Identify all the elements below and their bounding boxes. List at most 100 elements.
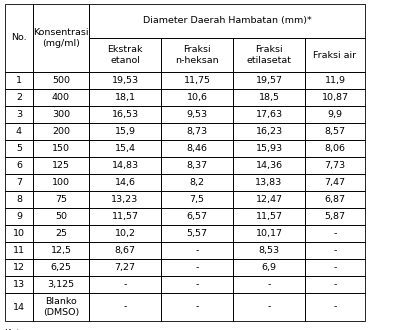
Bar — [89, 191, 161, 208]
Bar — [33, 293, 89, 321]
Text: 6,87: 6,87 — [324, 195, 346, 204]
Bar — [233, 106, 305, 123]
Bar — [89, 123, 161, 140]
Bar — [161, 293, 233, 321]
Bar — [233, 293, 305, 321]
Text: 18,5: 18,5 — [258, 93, 280, 102]
Bar — [33, 242, 89, 259]
Text: 200: 200 — [52, 127, 70, 136]
Text: 500: 500 — [52, 76, 70, 85]
Bar — [33, 72, 89, 89]
Text: 17,63: 17,63 — [256, 110, 282, 119]
Text: 6,9: 6,9 — [262, 263, 276, 272]
Text: 11: 11 — [13, 246, 25, 255]
Text: 5,87: 5,87 — [324, 212, 346, 221]
Text: -: - — [195, 263, 199, 272]
Bar — [5, 4, 33, 72]
Text: 15,9: 15,9 — [114, 127, 136, 136]
Text: 13,83: 13,83 — [255, 178, 283, 187]
Bar — [161, 174, 233, 191]
Text: 14,36: 14,36 — [256, 161, 282, 170]
Text: 9,9: 9,9 — [328, 110, 342, 119]
Bar — [233, 242, 305, 259]
Text: 10: 10 — [13, 229, 25, 238]
Bar — [5, 106, 33, 123]
Bar — [233, 225, 305, 242]
Bar — [5, 157, 33, 174]
Bar — [33, 225, 89, 242]
Text: -: - — [123, 280, 127, 289]
Text: 14: 14 — [13, 303, 25, 312]
Bar — [305, 259, 365, 276]
Text: Keterangan :: Keterangan : — [5, 329, 66, 330]
Text: -: - — [195, 280, 199, 289]
Text: 8,67: 8,67 — [114, 246, 136, 255]
Bar — [161, 123, 233, 140]
Bar — [33, 89, 89, 106]
Text: -: - — [195, 246, 199, 255]
Text: 7,73: 7,73 — [324, 161, 346, 170]
Bar — [33, 123, 89, 140]
Text: 5: 5 — [16, 144, 22, 153]
Bar — [89, 140, 161, 157]
Bar — [89, 259, 161, 276]
Bar — [89, 157, 161, 174]
Bar — [89, 174, 161, 191]
Text: 12: 12 — [13, 263, 25, 272]
Text: 7,5: 7,5 — [190, 195, 204, 204]
Bar — [305, 157, 365, 174]
Text: 6,57: 6,57 — [186, 212, 208, 221]
Text: 25: 25 — [55, 229, 67, 238]
Bar — [305, 140, 365, 157]
Bar — [33, 174, 89, 191]
Bar — [89, 276, 161, 293]
Bar — [161, 242, 233, 259]
Text: 100: 100 — [52, 178, 70, 187]
Bar — [89, 38, 161, 72]
Bar — [305, 72, 365, 89]
Text: 3: 3 — [16, 110, 22, 119]
Bar — [161, 208, 233, 225]
Text: 6,25: 6,25 — [50, 263, 72, 272]
Text: 12,5: 12,5 — [50, 246, 72, 255]
Bar — [161, 140, 233, 157]
Text: Fraksi
etilasetat: Fraksi etilasetat — [246, 45, 292, 65]
Bar — [5, 191, 33, 208]
Bar — [33, 140, 89, 157]
Bar — [233, 38, 305, 72]
Bar — [161, 106, 233, 123]
Bar — [89, 89, 161, 106]
Bar — [305, 174, 365, 191]
Text: 10,17: 10,17 — [256, 229, 282, 238]
Bar — [305, 191, 365, 208]
Text: 400: 400 — [52, 93, 70, 102]
Bar — [305, 123, 365, 140]
Text: 10,2: 10,2 — [114, 229, 136, 238]
Text: 150: 150 — [52, 144, 70, 153]
Bar — [305, 89, 365, 106]
Bar — [89, 72, 161, 89]
Text: 11,57: 11,57 — [112, 212, 138, 221]
Bar — [5, 259, 33, 276]
Bar — [5, 174, 33, 191]
Text: -: - — [333, 303, 337, 312]
Text: -: - — [333, 263, 337, 272]
Text: 13: 13 — [13, 280, 25, 289]
Text: 14,6: 14,6 — [114, 178, 136, 187]
Text: 8: 8 — [16, 195, 22, 204]
Bar — [89, 106, 161, 123]
Bar — [5, 293, 33, 321]
Text: 9,53: 9,53 — [186, 110, 208, 119]
Text: 5,57: 5,57 — [186, 229, 208, 238]
Bar — [305, 276, 365, 293]
Text: Konsentrasi
(mg/ml): Konsentrasi (mg/ml) — [33, 28, 89, 48]
Bar — [33, 259, 89, 276]
Bar — [233, 140, 305, 157]
Bar — [33, 276, 89, 293]
Text: 13,23: 13,23 — [111, 195, 139, 204]
Bar — [5, 140, 33, 157]
Text: 16,23: 16,23 — [256, 127, 282, 136]
Text: 8,06: 8,06 — [324, 144, 346, 153]
Text: Fraksi air: Fraksi air — [314, 50, 356, 59]
Bar — [161, 259, 233, 276]
